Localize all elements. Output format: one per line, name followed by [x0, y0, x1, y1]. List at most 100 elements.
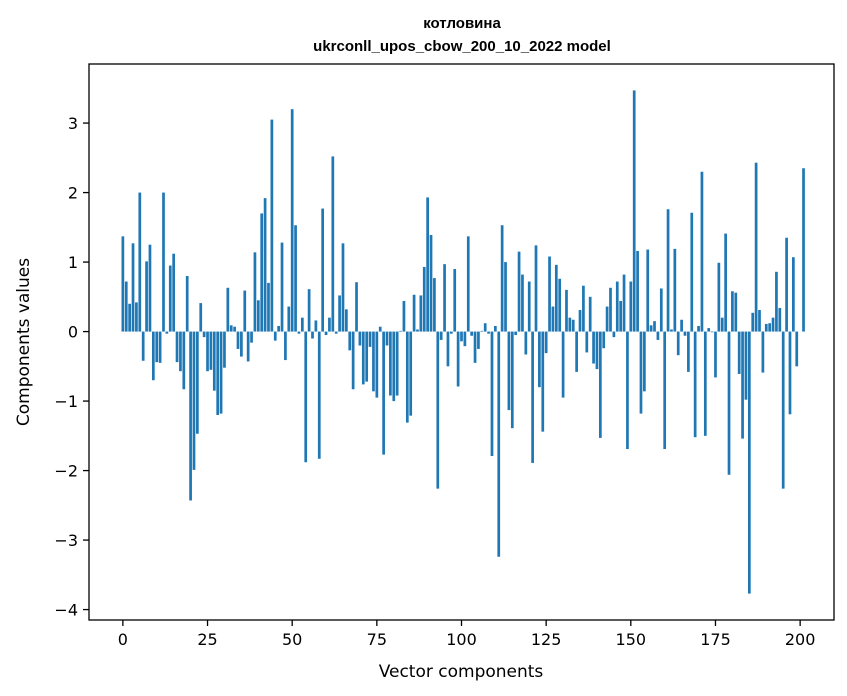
- bar: [436, 331, 440, 489]
- bar: [521, 274, 524, 332]
- chart-subtitle: ukrconll_upos_cbow_200_10_2022 model: [313, 38, 611, 55]
- bar: [433, 278, 436, 332]
- bar: [741, 331, 744, 439]
- bar: [548, 256, 551, 332]
- bar: [544, 331, 548, 354]
- bar: [449, 331, 453, 334]
- bar: [416, 329, 419, 332]
- bar: [619, 300, 623, 332]
- bar: [287, 306, 291, 332]
- bar: [317, 331, 321, 459]
- bar: [595, 331, 599, 370]
- bar: [260, 213, 264, 332]
- bar: [199, 303, 203, 332]
- bar: [676, 331, 680, 356]
- bar: [280, 242, 284, 332]
- bar: [554, 264, 558, 332]
- bar: [338, 295, 341, 332]
- bar: [734, 292, 738, 332]
- bar: [304, 331, 308, 463]
- bar: [494, 326, 497, 332]
- bar: [585, 331, 589, 353]
- bar: [731, 291, 734, 332]
- x-tick-label: 50: [282, 630, 302, 649]
- bar: [256, 300, 260, 332]
- bar: [636, 250, 639, 332]
- bar: [761, 331, 765, 373]
- bar: [792, 257, 795, 332]
- bar: [405, 331, 409, 423]
- x-tick-label: 175: [700, 630, 731, 649]
- bar: [189, 331, 192, 501]
- bar: [382, 331, 385, 455]
- bar: [785, 237, 788, 332]
- x-axis-label: Vector components: [379, 662, 544, 682]
- bar: [504, 262, 507, 332]
- x-tick-label: 25: [197, 630, 217, 649]
- bar: [514, 331, 518, 336]
- bar: [687, 331, 690, 372]
- bar: [334, 331, 338, 334]
- bar: [602, 331, 606, 349]
- bar: [368, 331, 372, 347]
- bar: [182, 331, 186, 390]
- x-tick-label: 0: [118, 630, 128, 649]
- bar: [223, 331, 226, 368]
- bar: [162, 192, 165, 332]
- bar: [375, 331, 379, 398]
- bar: [385, 331, 389, 346]
- bar: [168, 265, 172, 332]
- bar: [653, 321, 656, 332]
- bar: [270, 119, 274, 332]
- chart-title: котловина: [423, 15, 501, 32]
- y-tick-label: 3: [68, 114, 78, 133]
- bar: [324, 331, 328, 336]
- bar: [673, 248, 677, 332]
- bar: [487, 331, 490, 334]
- bar: [311, 331, 314, 339]
- x-tick-label: 200: [785, 630, 816, 649]
- bar: [267, 282, 270, 332]
- bar: [622, 274, 626, 332]
- bar: [768, 323, 772, 332]
- bar: [541, 331, 545, 432]
- bar: [277, 326, 280, 332]
- bars-group: [121, 90, 805, 594]
- bar: [778, 307, 782, 332]
- bar: [212, 331, 216, 391]
- bar: [500, 225, 504, 332]
- bar: [727, 331, 731, 475]
- bar: [426, 197, 429, 332]
- bar: [361, 331, 365, 385]
- bar: [456, 331, 460, 387]
- bar: [192, 331, 196, 470]
- bar: [643, 331, 646, 392]
- bar: [747, 331, 751, 594]
- bar: [138, 192, 142, 332]
- bar: [246, 331, 250, 362]
- bar: [378, 326, 382, 332]
- bar: [216, 331, 220, 415]
- y-tick-label: −2: [54, 462, 78, 481]
- bar: [409, 331, 413, 416]
- bar: [571, 319, 575, 332]
- bar: [439, 331, 443, 340]
- bar: [649, 325, 653, 332]
- bar: [717, 262, 721, 332]
- bar: [703, 331, 707, 436]
- bar: [294, 225, 297, 332]
- bar: [737, 331, 741, 374]
- bar: [470, 331, 474, 336]
- bar: [710, 331, 714, 333]
- bar: [141, 331, 145, 361]
- bar: [155, 331, 159, 363]
- bar: [389, 331, 392, 396]
- bar: [598, 331, 602, 438]
- bar: [714, 331, 717, 378]
- bar: [348, 331, 352, 351]
- bar: [724, 233, 727, 332]
- bar: [284, 331, 287, 361]
- bar: [314, 320, 318, 332]
- bar: [128, 303, 131, 332]
